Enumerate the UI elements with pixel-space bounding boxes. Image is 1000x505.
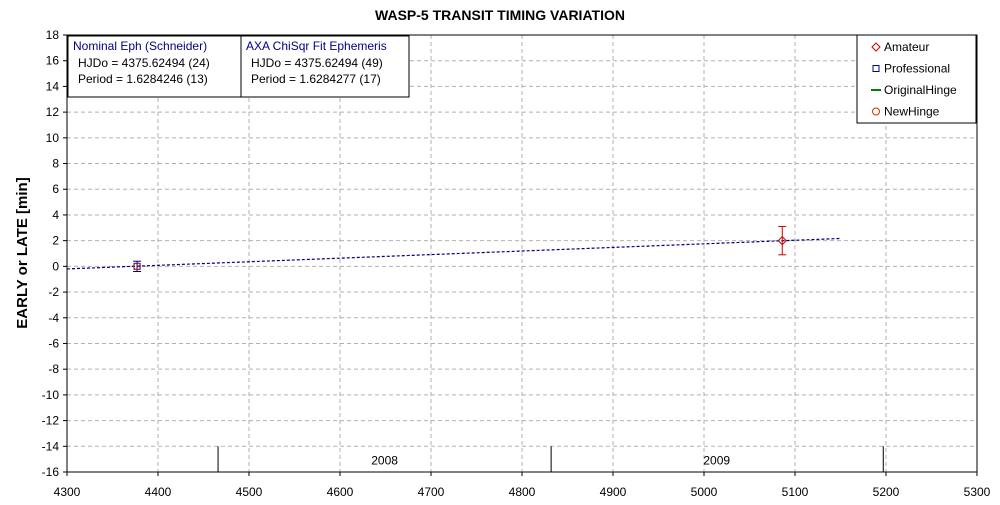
y-tick-label: -2 <box>48 285 59 299</box>
ephemeris-box-line: Period = 1.6284277 (17) <box>251 72 381 86</box>
ephemeris-box-line: Period = 1.6284246 (13) <box>78 72 208 86</box>
legend-newhinge-icon <box>872 107 880 116</box>
y-tick-label: 12 <box>46 105 60 119</box>
legend-label: NewHinge <box>884 105 940 119</box>
legend: Amateur Professional OriginalHinge NewHinge <box>856 34 977 124</box>
ephemeris-box: AXA ChiSqr Fit Ephemeris HJDo = 4375.6249… <box>240 35 410 98</box>
newhinge-point <box>133 262 142 271</box>
x-tick-label: 4900 <box>600 485 627 499</box>
y-tick-label: -12 <box>42 414 60 428</box>
x-tick-label: 4500 <box>236 485 263 499</box>
legend-label: Professional <box>884 62 950 76</box>
x-tick-label: 4700 <box>418 485 445 499</box>
y-tick-label: 6 <box>52 182 59 196</box>
x-tick-label: 4600 <box>327 485 354 499</box>
year-markers: 2008 2009 <box>217 446 884 472</box>
x-tick-label: 4800 <box>509 485 536 499</box>
legend-amateur-icon <box>871 42 881 52</box>
y-tick-label: 8 <box>52 157 59 171</box>
fit-line-segment <box>66 237 841 270</box>
x-tick-label: 5200 <box>873 485 900 499</box>
x-tick-label: 5300 <box>964 485 991 499</box>
y-tick-label: -16 <box>42 465 60 479</box>
y-axis-label: EARLY or LATE [min] <box>14 177 31 328</box>
x-tick-label: 5100 <box>782 485 809 499</box>
chart-title: WASP-5 TRANSIT TIMING VARIATION <box>375 7 625 23</box>
year-label: 2009 <box>703 453 730 467</box>
grid <box>67 35 977 472</box>
y-tick-label: 10 <box>46 131 60 145</box>
ephemeris-box-title: AXA ChiSqr Fit Ephemeris <box>246 39 387 53</box>
legend-professional-icon <box>872 65 880 72</box>
y-tick-label: 14 <box>46 79 60 93</box>
axes <box>63 34 978 476</box>
ephemeris-box-title: Nominal Eph (Schneider) <box>73 39 207 53</box>
ephemeris-boxes: Nominal Eph (Schneider) HJDo = 4375.62494… <box>67 35 410 98</box>
y-tick-label: 18 <box>46 28 60 42</box>
legend-label: OriginalHinge <box>884 83 957 97</box>
amateur-point <box>777 235 787 246</box>
x-tick-label: 4300 <box>54 485 81 499</box>
y-tick-label: 0 <box>52 259 59 273</box>
y-tick-label: 2 <box>52 234 59 248</box>
ephemeris-box-frame <box>67 35 242 98</box>
tick-labels: 18 16 14 12 10 8 6 4 2 0 -2 -4 -6 -8 -10 -12 -14 -16 4300 4… <box>42 28 991 499</box>
ephemeris-box-frame <box>240 35 410 98</box>
y-tick-label: -8 <box>48 362 59 376</box>
y-tick-label: 16 <box>46 54 60 68</box>
year-label: 2008 <box>371 453 398 467</box>
y-tick-label: -6 <box>48 336 59 350</box>
ephemeris-box-line: HJDo = 4375.62494 (24) <box>78 56 210 70</box>
x-tick-label: 5000 <box>691 485 718 499</box>
legend-label: Amateur <box>884 40 929 54</box>
data-points <box>133 226 787 272</box>
fit-line <box>66 237 841 270</box>
y-tick-label: 4 <box>52 208 59 222</box>
ephemeris-box: Nominal Eph (Schneider) HJDo = 4375.62494… <box>67 35 242 98</box>
ephemeris-box-line: HJDo = 4375.62494 (49) <box>251 56 383 70</box>
y-tick-label: -14 <box>42 439 60 453</box>
y-tick-label: -10 <box>42 388 60 402</box>
y-tick-label: -4 <box>48 311 59 325</box>
x-tick-label: 4400 <box>145 485 172 499</box>
